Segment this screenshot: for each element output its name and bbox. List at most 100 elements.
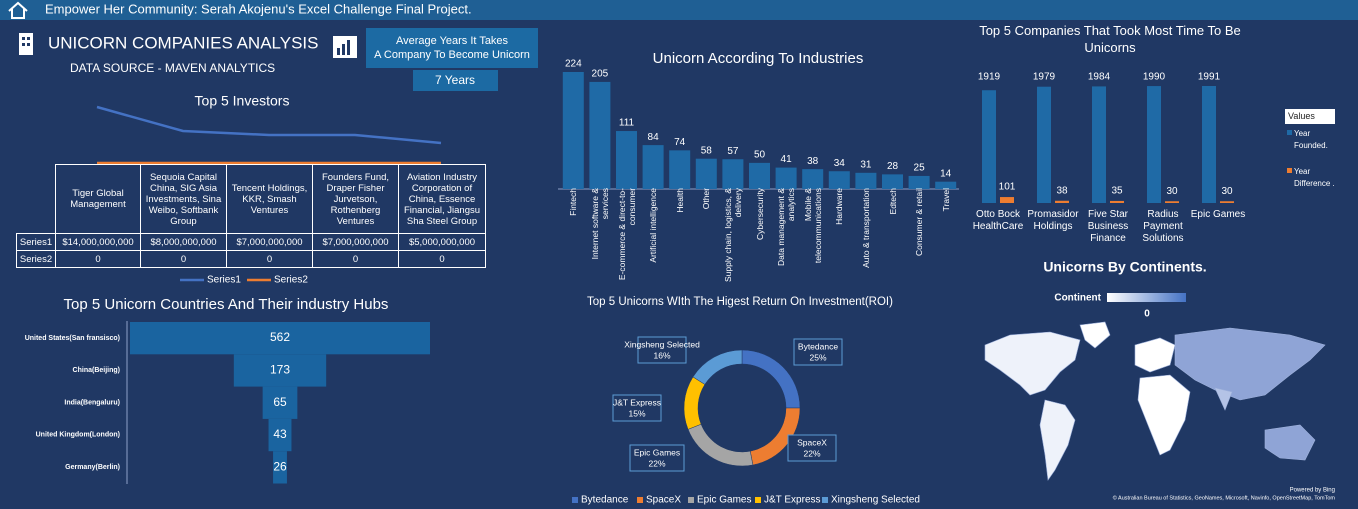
donut-slice xyxy=(741,349,801,409)
chart-title: Top 5 Unicorns WIth The Higest Return On… xyxy=(587,296,893,308)
callout-box xyxy=(612,394,662,422)
legend-swatch xyxy=(637,497,643,503)
table-header: Aviation Industry Corporation of China, … xyxy=(398,164,486,234)
bar xyxy=(1000,197,1014,203)
x-tick-label: Fintech xyxy=(568,188,579,216)
dashboard-title: UNICORN COMPANIES ANALYSIS xyxy=(48,33,318,52)
home-shape[interactable] xyxy=(8,1,28,19)
table-cell: 0 xyxy=(312,250,399,268)
callout-value: 15% xyxy=(628,408,645,418)
row-label: Series2 xyxy=(16,250,56,268)
data-label: 41 xyxy=(781,154,793,165)
data-label: 30 xyxy=(1221,186,1233,197)
x-tick-label: Artificial intelligence xyxy=(648,188,659,263)
y-tick-label: United Kingdom(London) xyxy=(36,432,120,439)
dashboard-subtitle: DATA SOURCE - MAVEN ANALYTICS xyxy=(70,61,275,75)
table-cell: 0 xyxy=(55,250,141,268)
bar xyxy=(1037,86,1051,203)
x-tick-label: Other xyxy=(701,188,712,210)
donut-slice xyxy=(687,423,754,467)
bar xyxy=(749,162,770,189)
table-cell: $7,000,000,000 xyxy=(312,233,399,251)
callout-box xyxy=(629,444,685,472)
chart-title: Unicorns By Continents. xyxy=(1043,259,1206,275)
data-label: 35 xyxy=(1111,186,1123,197)
donut-slice xyxy=(683,376,706,430)
color-scale-tick: 0 xyxy=(1144,309,1150,320)
funnel-bar xyxy=(273,451,287,484)
data-label: 1979 xyxy=(1033,72,1056,83)
table-cell: $14,000,000,000 xyxy=(55,233,141,251)
x-tick-label: Consumer & retail xyxy=(914,188,925,257)
bar xyxy=(1055,200,1069,203)
data-label: 224 xyxy=(565,59,582,70)
continent xyxy=(984,331,1081,396)
bar xyxy=(802,169,824,189)
data-label: 84 xyxy=(648,132,660,143)
legend-label: Year Founded. xyxy=(1294,129,1328,150)
bar xyxy=(669,150,691,189)
legend-label: Epic Games xyxy=(697,495,751,506)
bar xyxy=(695,158,717,189)
home-icon[interactable] xyxy=(8,1,28,19)
data-label: 1984 xyxy=(1088,72,1111,83)
data-label: 1919 xyxy=(978,72,1001,83)
kpi-label: A Company To Become Unicorn xyxy=(374,49,530,61)
chart-title: Top 5 Investors xyxy=(195,93,290,109)
x-tick-label: Mobile & telecommunications xyxy=(802,188,823,264)
callout-name: Xingsheng Selected xyxy=(624,339,700,349)
y-tick-label: India(Bengaluru) xyxy=(64,399,120,406)
x-tick-label: Epic Games xyxy=(1190,209,1246,220)
continent xyxy=(1079,321,1111,349)
continent xyxy=(1039,399,1076,481)
chart-title: Unicorn According To Industries xyxy=(653,50,864,67)
data-label: 65 xyxy=(273,395,287,409)
data-label: 31 xyxy=(860,159,872,170)
bar xyxy=(589,81,611,189)
window xyxy=(27,37,30,40)
bar xyxy=(1147,86,1161,203)
bar xyxy=(982,90,996,203)
data-label: 101 xyxy=(999,182,1016,193)
row-label: Series1 xyxy=(16,233,56,251)
callout-name: J&T Express xyxy=(613,397,661,407)
continent xyxy=(1214,387,1233,411)
legend-title: Continent xyxy=(1054,293,1101,304)
y-tick-label: United States(San fransisco) xyxy=(25,335,120,342)
table-header: Founders Fund, Draper Fisher Jurvetson, … xyxy=(312,164,399,234)
table-cell: $8,000,000,000 xyxy=(140,233,227,251)
data-label: 38 xyxy=(1056,185,1068,196)
color-scale xyxy=(1107,293,1186,302)
window xyxy=(22,37,25,40)
chart-title: Top 5 Unicorn Countries And Their indust… xyxy=(64,296,389,313)
legend-swatch xyxy=(755,497,761,503)
data-label: 50 xyxy=(754,150,766,161)
data-label: 14 xyxy=(940,168,952,179)
callout-name: SpaceX xyxy=(797,437,827,447)
bar xyxy=(722,159,744,189)
kpi-value-box xyxy=(413,70,498,91)
continent xyxy=(1137,374,1191,456)
bar xyxy=(1165,201,1179,203)
bar xyxy=(935,181,957,189)
x-tick-label: Otto Bock HealthCare xyxy=(972,209,1024,232)
bar xyxy=(1202,86,1216,203)
bar xyxy=(855,172,877,189)
top-bar xyxy=(0,0,1358,20)
callout-name: Bytedance xyxy=(798,341,838,351)
icon-bar xyxy=(337,48,340,55)
world-map xyxy=(984,321,1326,481)
data-label: 57 xyxy=(727,146,739,157)
building xyxy=(19,33,33,55)
window xyxy=(27,43,30,46)
bar xyxy=(882,174,903,189)
x-tick-label: Travel xyxy=(940,188,951,212)
x-tick-label: E-commerce & direct-to-consumer xyxy=(616,188,637,281)
kpi-value: 7 Years xyxy=(435,73,475,87)
donut-slice xyxy=(692,349,743,385)
table-cell: 0 xyxy=(140,250,227,268)
continent xyxy=(1134,337,1176,373)
callout-box xyxy=(637,336,687,364)
y-tick-label: Germany(Berlin) xyxy=(65,464,120,471)
